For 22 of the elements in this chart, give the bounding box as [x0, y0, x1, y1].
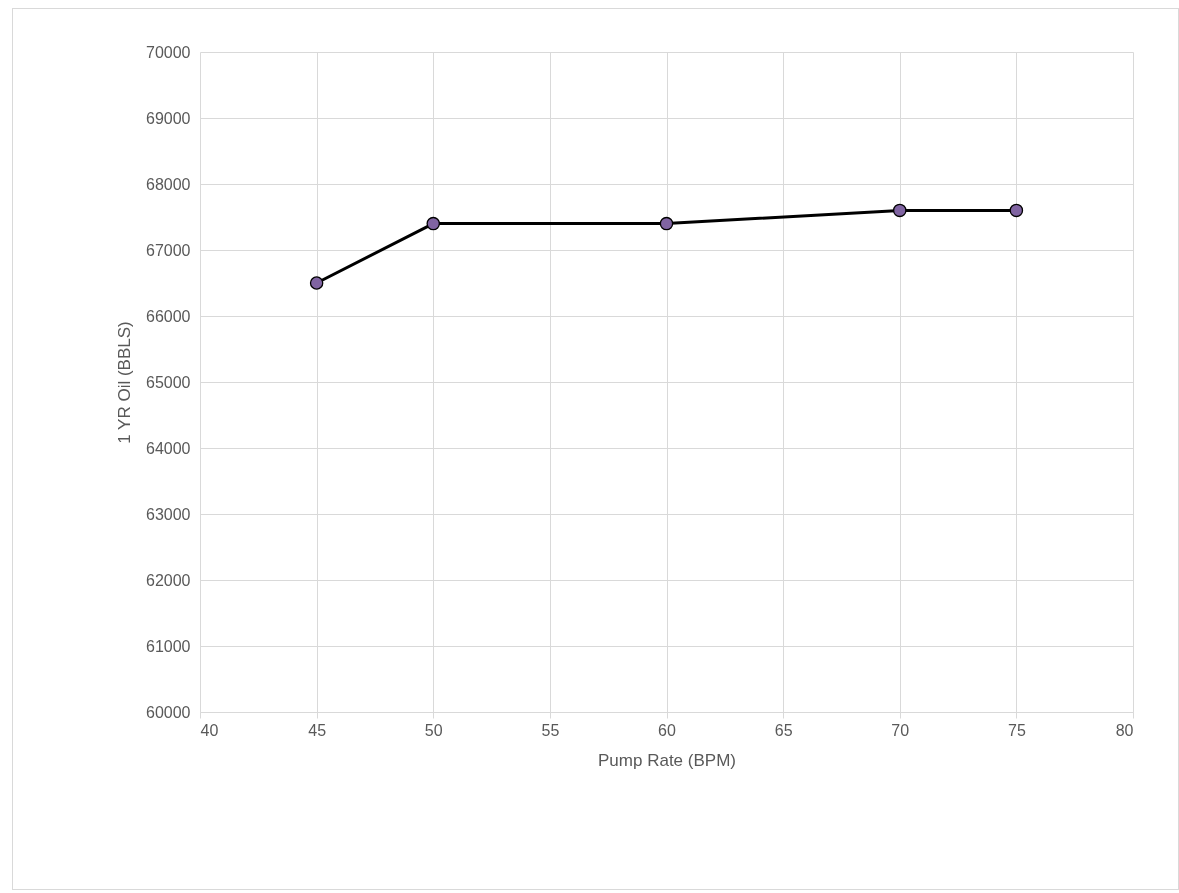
y-tick-label: 62000 [146, 571, 191, 589]
x-tick-label: 40 [200, 721, 219, 739]
y-tick-label: 64000 [146, 439, 191, 457]
y-tick-label: 60000 [146, 703, 191, 721]
x-tick-label: 80 [1115, 721, 1134, 739]
x-tick-label: 55 [541, 721, 560, 739]
y-tick-label: 70000 [146, 43, 191, 61]
x-tick-label: 75 [1007, 721, 1026, 739]
y-tick-label: 65000 [146, 373, 191, 391]
y-tick-label: 61000 [146, 637, 191, 655]
y-tick-label: 67000 [146, 241, 191, 259]
x-tick-label: 70 [891, 721, 910, 739]
y-tick-label: 69000 [146, 109, 191, 127]
y-tick-label: 66000 [146, 307, 191, 325]
y-axis-title: 1 YR Oil (BBLS) [115, 321, 135, 444]
x-tick-label: 60 [658, 721, 676, 739]
x-axis-title: Pump Rate (BPM) [598, 750, 736, 770]
x-tick-label: 45 [308, 721, 327, 739]
y-tick-label: 68000 [146, 175, 191, 193]
y-tick-label: 63000 [146, 505, 191, 523]
x-tick-label: 50 [424, 721, 443, 739]
x-tick-label: 65 [774, 721, 793, 739]
